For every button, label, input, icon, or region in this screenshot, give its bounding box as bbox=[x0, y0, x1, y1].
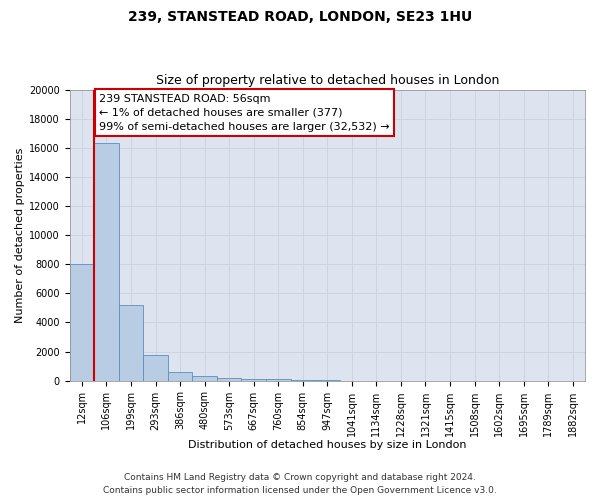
Y-axis label: Number of detached properties: Number of detached properties bbox=[15, 148, 25, 323]
X-axis label: Distribution of detached houses by size in London: Distribution of detached houses by size … bbox=[188, 440, 467, 450]
Text: 239 STANSTEAD ROAD: 56sqm
← 1% of detached houses are smaller (377)
99% of semi-: 239 STANSTEAD ROAD: 56sqm ← 1% of detach… bbox=[99, 94, 390, 132]
Title: Size of property relative to detached houses in London: Size of property relative to detached ho… bbox=[155, 74, 499, 87]
Bar bbox=[217, 378, 241, 380]
Bar bbox=[70, 264, 94, 380]
Text: Contains HM Land Registry data © Crown copyright and database right 2024.
Contai: Contains HM Land Registry data © Crown c… bbox=[103, 474, 497, 495]
Bar bbox=[168, 372, 193, 380]
Bar bbox=[119, 305, 143, 380]
Bar bbox=[193, 376, 217, 380]
Bar bbox=[94, 144, 119, 380]
Text: 239, STANSTEAD ROAD, LONDON, SE23 1HU: 239, STANSTEAD ROAD, LONDON, SE23 1HU bbox=[128, 10, 472, 24]
Bar bbox=[143, 355, 168, 380]
Bar bbox=[241, 378, 266, 380]
